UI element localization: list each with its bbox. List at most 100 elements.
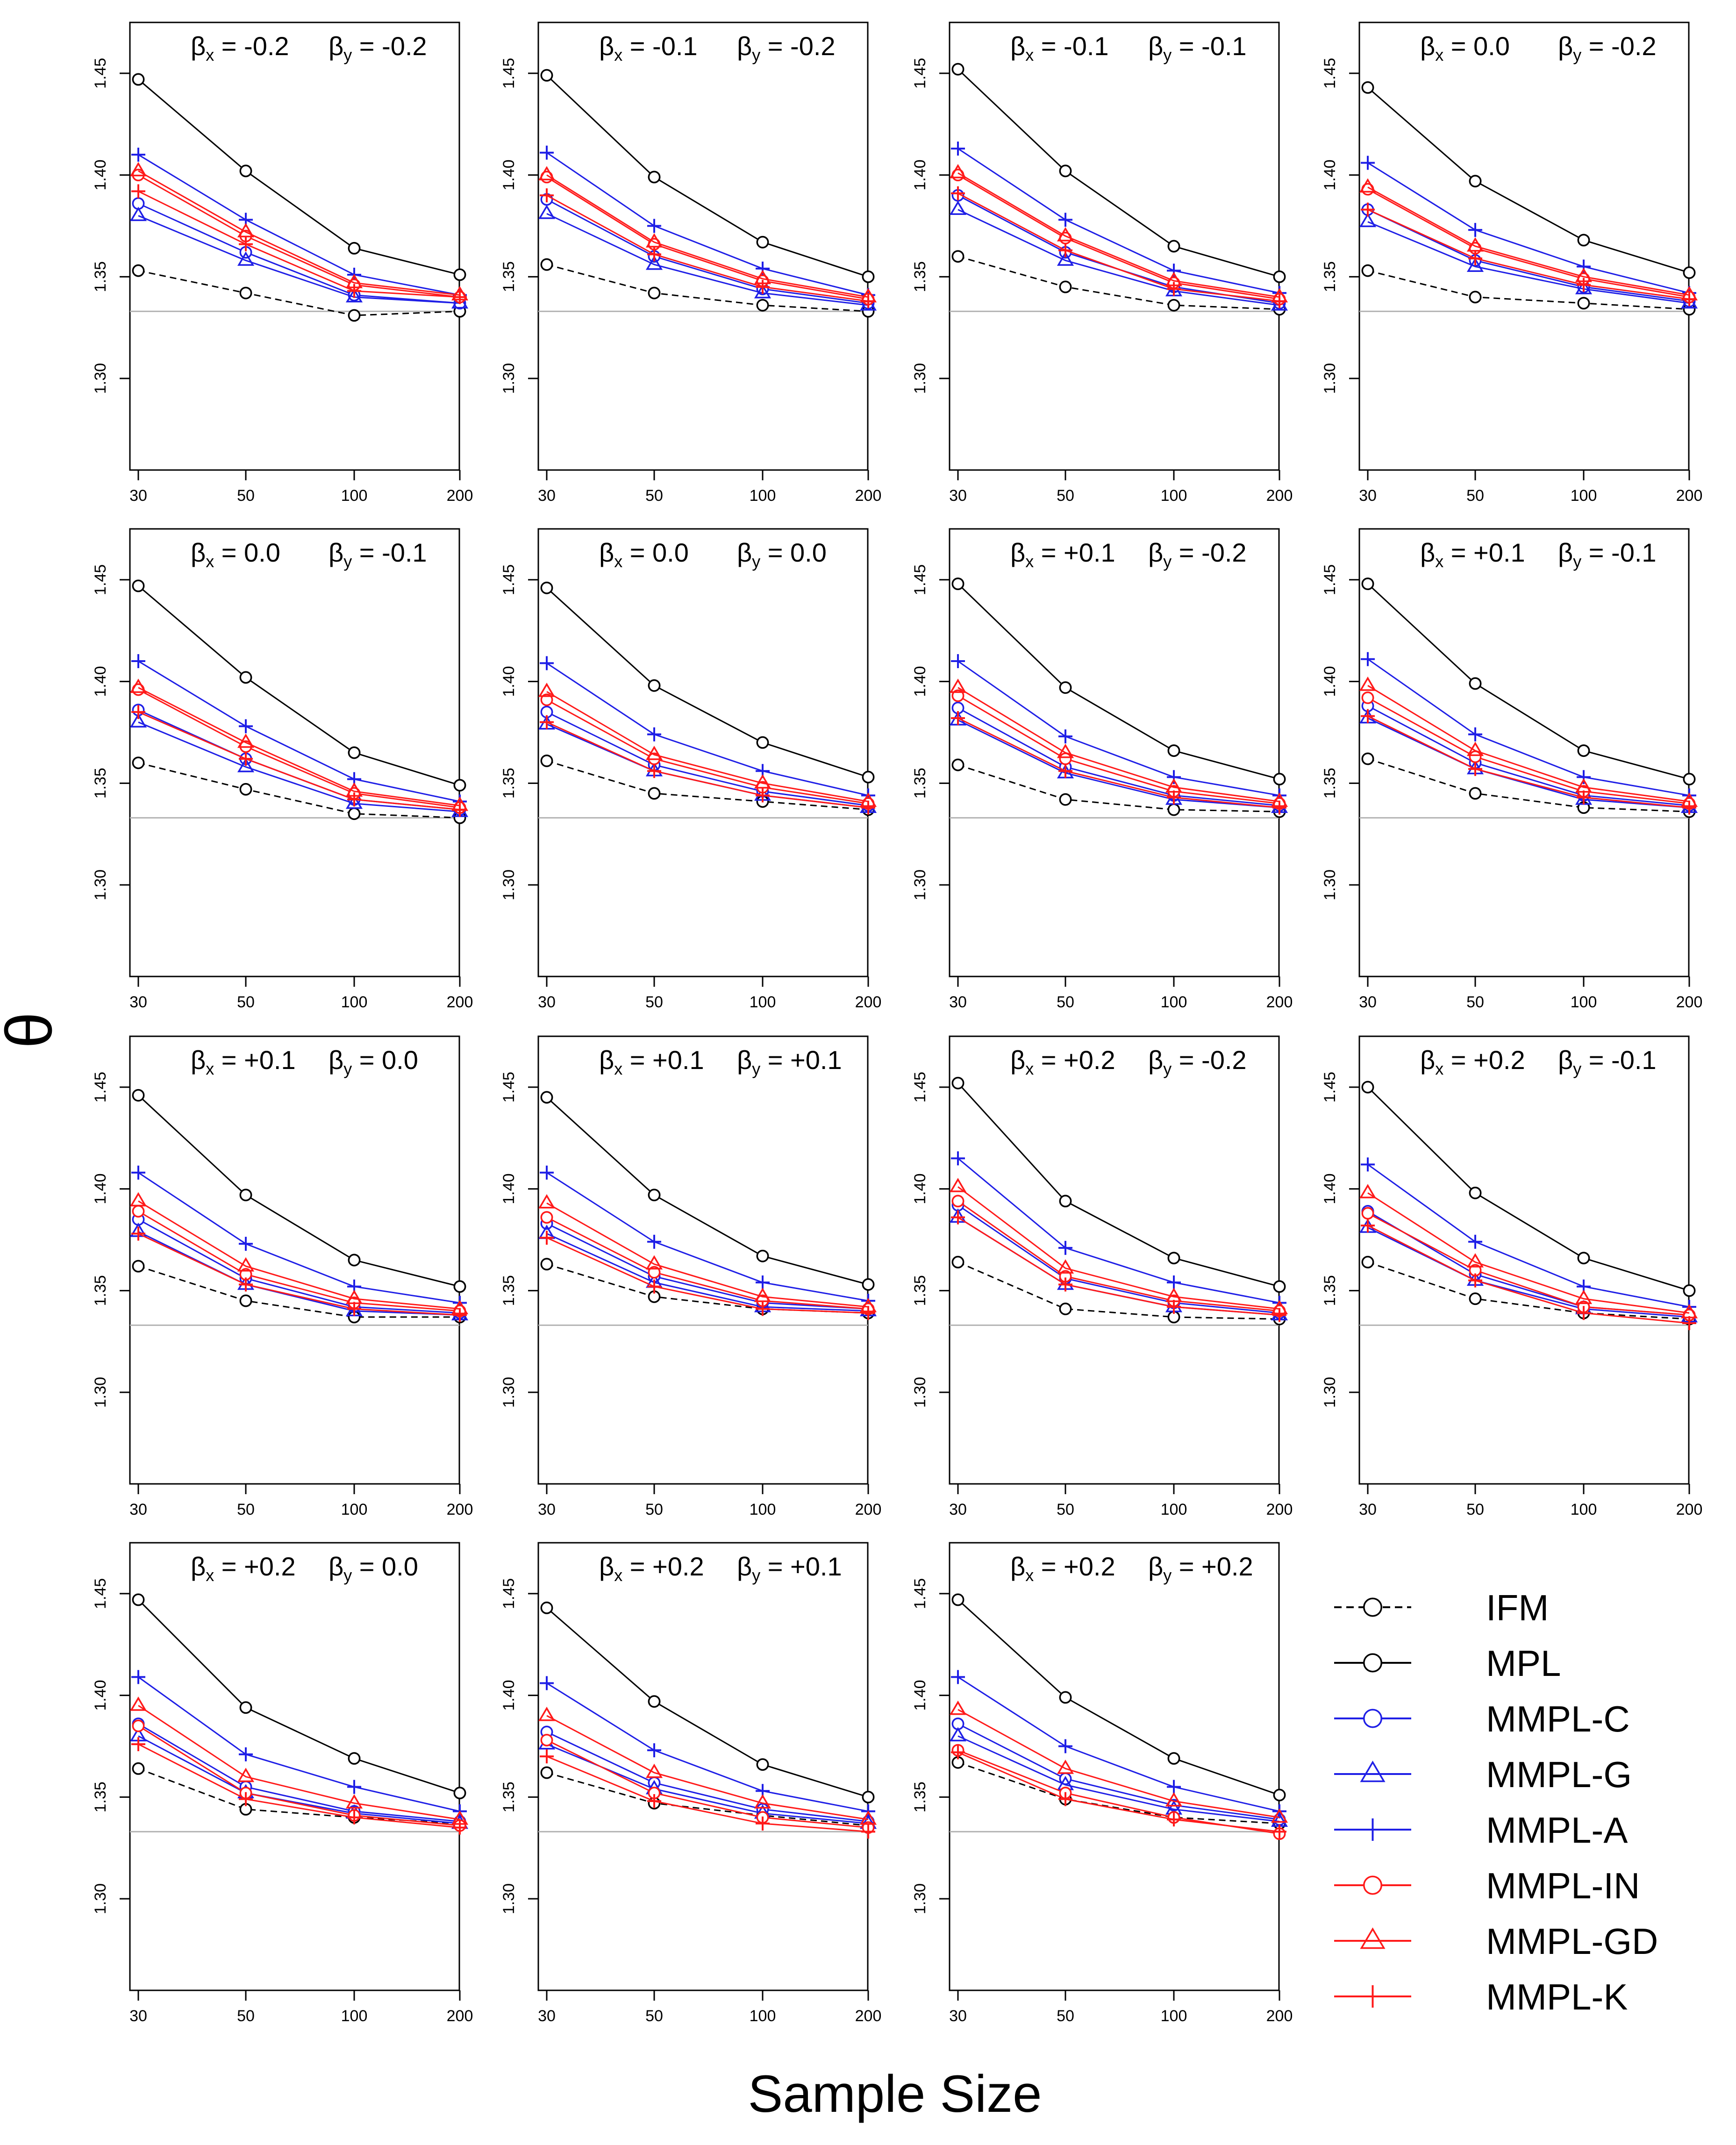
x-tick-label: 100 [341,993,368,1011]
y-tick-label: 1.35 [1321,768,1339,798]
data-point [348,746,361,759]
series-line [138,1231,460,1316]
legend-marker-triangle-icon [1360,1927,1386,1949]
series-mmpl-gd [949,1700,1288,1823]
series-line [138,1200,460,1310]
data-point [951,758,964,771]
series-mmpl-gd [538,1706,877,1825]
x-tick-label: 50 [645,1501,663,1518]
series-line [138,1265,460,1318]
legend-marker-plus-icon [1361,1818,1384,1841]
y-tick-label: 1.30 [92,869,109,900]
y-tick-label: 1.40 [500,1173,518,1204]
y-tick-label: 1.30 [500,363,518,394]
legend-label: MMPL-G [1486,1754,1632,1795]
data-point [239,719,253,734]
series-mmpl-k [1361,202,1696,306]
series-line [138,711,460,811]
y-tick-label: 1.40 [911,666,929,697]
data-point [540,188,554,203]
data-point [1575,1290,1593,1304]
series-line [957,1200,1280,1312]
y-tick-label: 1.45 [500,1578,518,1609]
series-mmpl-k [1361,709,1696,815]
x-tick-label: 200 [447,993,473,1011]
data-point [347,1810,361,1824]
series-line [546,1223,869,1310]
data-point [237,1257,255,1272]
data-point [951,1255,964,1268]
y-tick-label: 1.40 [500,1680,518,1710]
data-point [345,1794,363,1809]
series-line [546,1237,869,1314]
panel-4: 1.30 1.35 1.40 1.45 30 50 100 200 βx = 0.0 βy = -… [1321,21,1702,505]
series-line [546,1217,869,1310]
series-line [1367,186,1690,296]
data-point [949,164,967,178]
data-point [1361,264,1374,277]
series-mpl [132,579,466,792]
data-point [1466,237,1484,252]
data-point [645,255,663,270]
data-point [1469,291,1482,304]
x-tick-label: 100 [1161,1501,1187,1518]
plot-frame [1358,528,1690,977]
data-point [131,1226,145,1241]
data-point [1683,773,1696,786]
series-line [138,215,460,304]
series-line [546,663,869,796]
data-point [1058,764,1072,778]
x-tick-label: 100 [341,1501,368,1518]
series-line [957,1261,1280,1320]
series-mpl [1361,1081,1696,1297]
data-point [861,1306,875,1320]
data-point [131,184,145,199]
data-point [1059,793,1072,806]
x-tick-label: 30 [538,2007,556,2025]
series-line [546,1731,869,1823]
data-point [951,1670,965,1684]
series-line [138,154,460,296]
data-point [1058,213,1072,227]
series-mmpl-k [131,1737,467,1835]
series-mpl [132,1089,466,1293]
plot-frame [129,528,460,977]
data-point [756,736,769,749]
series-line [1367,1261,1690,1320]
series-mmpl-gd [538,166,877,303]
series-line [957,1735,1280,1823]
x-tick-label: 200 [855,993,882,1011]
y-tick-label: 1.45 [500,564,518,595]
series-line [1367,583,1690,780]
series-line [138,1723,460,1823]
series-line [546,1202,869,1308]
data-point [1577,770,1591,784]
x-tick-label: 50 [1057,993,1074,1011]
panel-11: 1.30 1.35 1.40 1.45 30 50 100 200 βx = +0.2 βy = … [911,1035,1293,1518]
series-mpl [1361,81,1696,279]
data-point [348,807,361,820]
series-line [957,717,1280,809]
y-tick-label: 1.30 [1321,1377,1339,1408]
data-point [540,258,553,271]
data-point [132,73,145,86]
data-point [132,579,145,592]
plot-frame [1358,21,1690,471]
data-point [239,752,253,766]
x-tick-label: 50 [1466,993,1484,1011]
data-point [951,186,965,200]
x-tick-label: 200 [1266,993,1293,1011]
data-point [132,1260,145,1273]
data-point [540,1231,554,1245]
series-line [1367,188,1690,298]
series-line [138,1172,460,1304]
data-point [756,1302,770,1316]
series-ifm [540,754,875,816]
data-point [756,261,770,276]
series-ifm [540,258,875,318]
series-line [957,192,1280,302]
series-line [546,1097,869,1285]
series-line [138,1725,460,1826]
data-point [756,280,770,294]
data-point [1361,652,1375,666]
